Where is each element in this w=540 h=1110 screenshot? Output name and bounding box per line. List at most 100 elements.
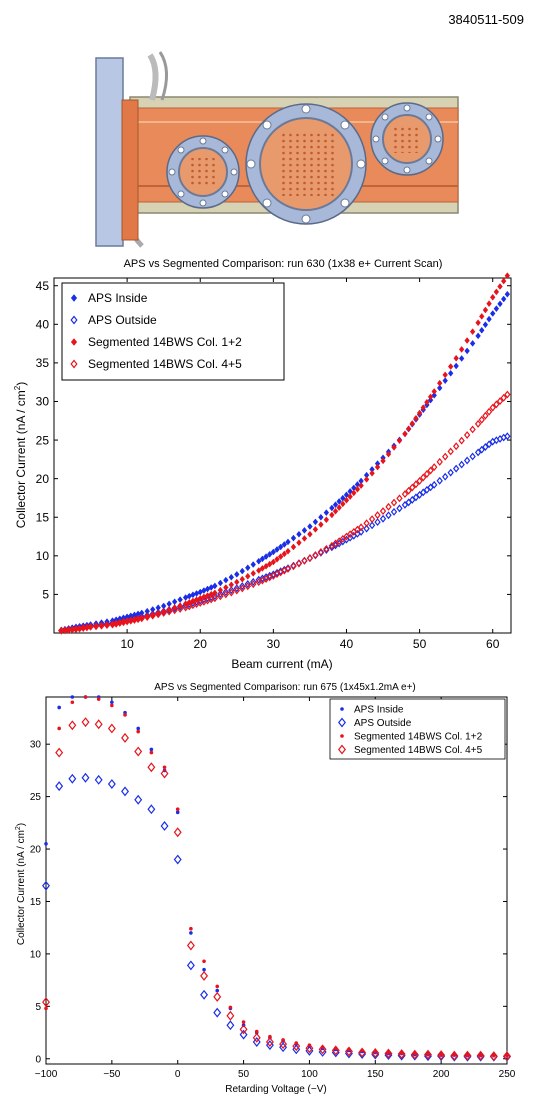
data-point xyxy=(96,697,101,701)
x-tick-label: −100 xyxy=(35,1069,58,1080)
series-segmented-14bws-col-4-5 xyxy=(42,717,511,1062)
data-point xyxy=(427,483,434,492)
data-point xyxy=(427,466,434,475)
data-point xyxy=(340,500,346,508)
data-point xyxy=(307,523,313,530)
data-point xyxy=(274,555,280,563)
data-point xyxy=(144,612,150,620)
data-point xyxy=(420,488,427,497)
data-point xyxy=(469,425,476,434)
x-axis-label: Beam current (mA) xyxy=(231,657,332,671)
data-point xyxy=(263,553,269,560)
chart-title: APS vs Segmented Comparison: run 630 (1x… xyxy=(124,258,443,270)
data-point xyxy=(215,984,220,989)
series-aps-outside xyxy=(42,772,511,1062)
data-point xyxy=(463,1050,472,1061)
data-point xyxy=(371,1048,380,1058)
data-point xyxy=(336,504,342,511)
data-point xyxy=(410,1049,419,1060)
data-point xyxy=(277,553,284,560)
data-point xyxy=(401,500,409,509)
y-tick-label: 0 xyxy=(35,1054,41,1065)
data-point xyxy=(442,452,449,461)
data-point xyxy=(447,363,454,370)
data-point xyxy=(374,511,381,520)
data-point xyxy=(55,747,64,758)
data-point xyxy=(420,473,427,482)
data-point xyxy=(368,515,376,524)
y-tick-label: 15 xyxy=(36,510,50,524)
x-tick-label: 50 xyxy=(238,1069,250,1080)
data-point xyxy=(442,472,449,481)
data-point xyxy=(234,570,240,578)
data-point xyxy=(458,345,465,353)
x-tick-label: 0 xyxy=(175,1069,181,1080)
data-point xyxy=(68,773,77,784)
data-point xyxy=(405,486,412,495)
legend-marker xyxy=(338,717,346,728)
data-point xyxy=(412,493,420,502)
data-point xyxy=(479,326,485,334)
data-point xyxy=(318,513,324,521)
data-point xyxy=(332,501,339,509)
data-point xyxy=(482,321,489,329)
data-point xyxy=(424,1051,432,1062)
data-point xyxy=(463,456,471,465)
legend-label: APS Outside xyxy=(88,313,157,327)
data-point xyxy=(160,608,167,617)
data-point xyxy=(290,534,297,542)
data-point xyxy=(391,443,397,451)
data-point xyxy=(110,703,114,708)
data-point xyxy=(363,476,370,483)
data-point xyxy=(485,440,493,449)
data-point xyxy=(233,584,240,593)
data-point xyxy=(500,295,507,303)
data-point xyxy=(81,717,90,728)
data-point xyxy=(500,393,507,402)
data-point xyxy=(475,319,481,327)
data-point xyxy=(436,476,443,485)
data-points xyxy=(58,272,511,635)
y-axis-label: Collector Current (nA / cm2) xyxy=(15,823,27,945)
y-tick-label: 10 xyxy=(30,949,42,960)
data-point xyxy=(384,1048,393,1059)
data-point xyxy=(354,485,361,493)
data-point xyxy=(70,695,75,699)
data-point xyxy=(57,726,61,731)
data-point xyxy=(431,480,438,489)
y-tick-label: 45 xyxy=(36,279,50,293)
data-point xyxy=(453,354,459,362)
data-point xyxy=(42,880,50,891)
data-point xyxy=(268,1034,272,1039)
data-point xyxy=(442,371,448,379)
data-point xyxy=(405,498,412,507)
data-point xyxy=(458,436,465,445)
data-point xyxy=(254,1029,259,1034)
data-point xyxy=(177,596,183,604)
data-point xyxy=(478,1053,483,1057)
data-point xyxy=(270,558,277,566)
data-point xyxy=(416,490,423,499)
data-point xyxy=(458,460,465,469)
data-point xyxy=(312,551,319,560)
data-point xyxy=(98,621,105,630)
legend-marker xyxy=(70,294,78,302)
data-point xyxy=(447,468,454,477)
data-point xyxy=(413,414,419,422)
data-point xyxy=(160,768,169,779)
data-point xyxy=(318,521,324,528)
data-point xyxy=(458,355,465,362)
data-point xyxy=(173,854,182,865)
data-point xyxy=(239,584,246,593)
data-point xyxy=(450,1050,459,1061)
y-tick-label: 15 xyxy=(30,897,42,908)
data-point xyxy=(412,480,420,489)
data-point xyxy=(493,288,500,296)
data-point xyxy=(259,555,266,563)
data-point xyxy=(357,523,365,532)
data-point xyxy=(245,572,251,580)
data-point xyxy=(147,804,156,815)
data-point xyxy=(505,1053,509,1058)
data-point xyxy=(478,415,485,424)
data-point xyxy=(474,448,482,457)
